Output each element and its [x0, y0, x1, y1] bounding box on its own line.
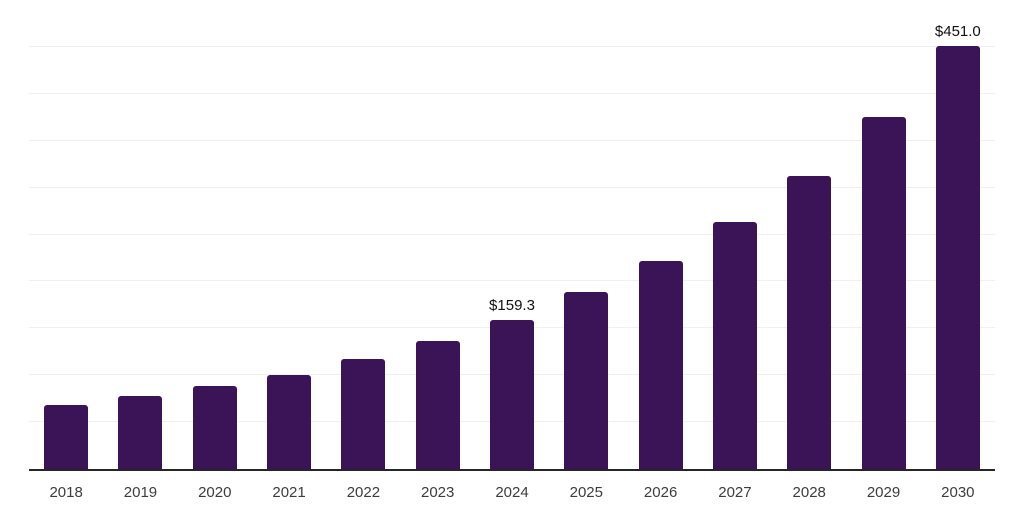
gridline-350	[29, 139, 995, 141]
bar-2021	[267, 374, 312, 469]
bar-2030	[935, 45, 980, 469]
bar-2028	[787, 175, 832, 469]
value-label-2030: $451.0	[934, 22, 981, 40]
x-tick-2023: 2023	[421, 484, 455, 501]
x-tick-2020: 2020	[198, 484, 232, 501]
value-label-2024: $159.3	[489, 296, 535, 314]
gridline-450	[29, 45, 995, 47]
gridline-200	[29, 280, 995, 282]
x-tick-2028: 2028	[792, 484, 826, 501]
x-tick-2029: 2029	[866, 484, 901, 501]
x-tick-2027: 2027	[718, 484, 752, 501]
gridline-250	[29, 233, 995, 235]
bar-2029	[861, 117, 906, 469]
x-tick-2024: 2024	[495, 484, 529, 501]
bar-2018	[44, 404, 89, 469]
x-tick-2019: 2019	[123, 484, 158, 501]
bar-2020	[192, 386, 237, 469]
bar-2026	[638, 261, 683, 469]
x-tick-2021: 2021	[272, 484, 306, 501]
x-tick-2025: 2025	[569, 484, 603, 501]
bar-2019	[118, 395, 163, 469]
x-tick-2026: 2026	[643, 484, 678, 501]
bar-2025	[564, 292, 609, 469]
bar-2022	[341, 359, 386, 469]
bar-2023	[415, 340, 460, 469]
plot-area: $159.3 $451.0	[29, 0, 995, 471]
x-axis: 2018 2019 2020 2021 2022 2023 2024 2025 2026 2027…	[29, 484, 995, 504]
x-tick-2018: 2018	[49, 484, 83, 501]
bar-2027	[712, 221, 757, 469]
x-tick-2030: 2030	[941, 484, 975, 501]
gridline-400	[29, 92, 995, 94]
gridline-300	[29, 186, 995, 188]
x-tick-2022: 2022	[346, 484, 381, 501]
bar-2024	[490, 319, 534, 469]
